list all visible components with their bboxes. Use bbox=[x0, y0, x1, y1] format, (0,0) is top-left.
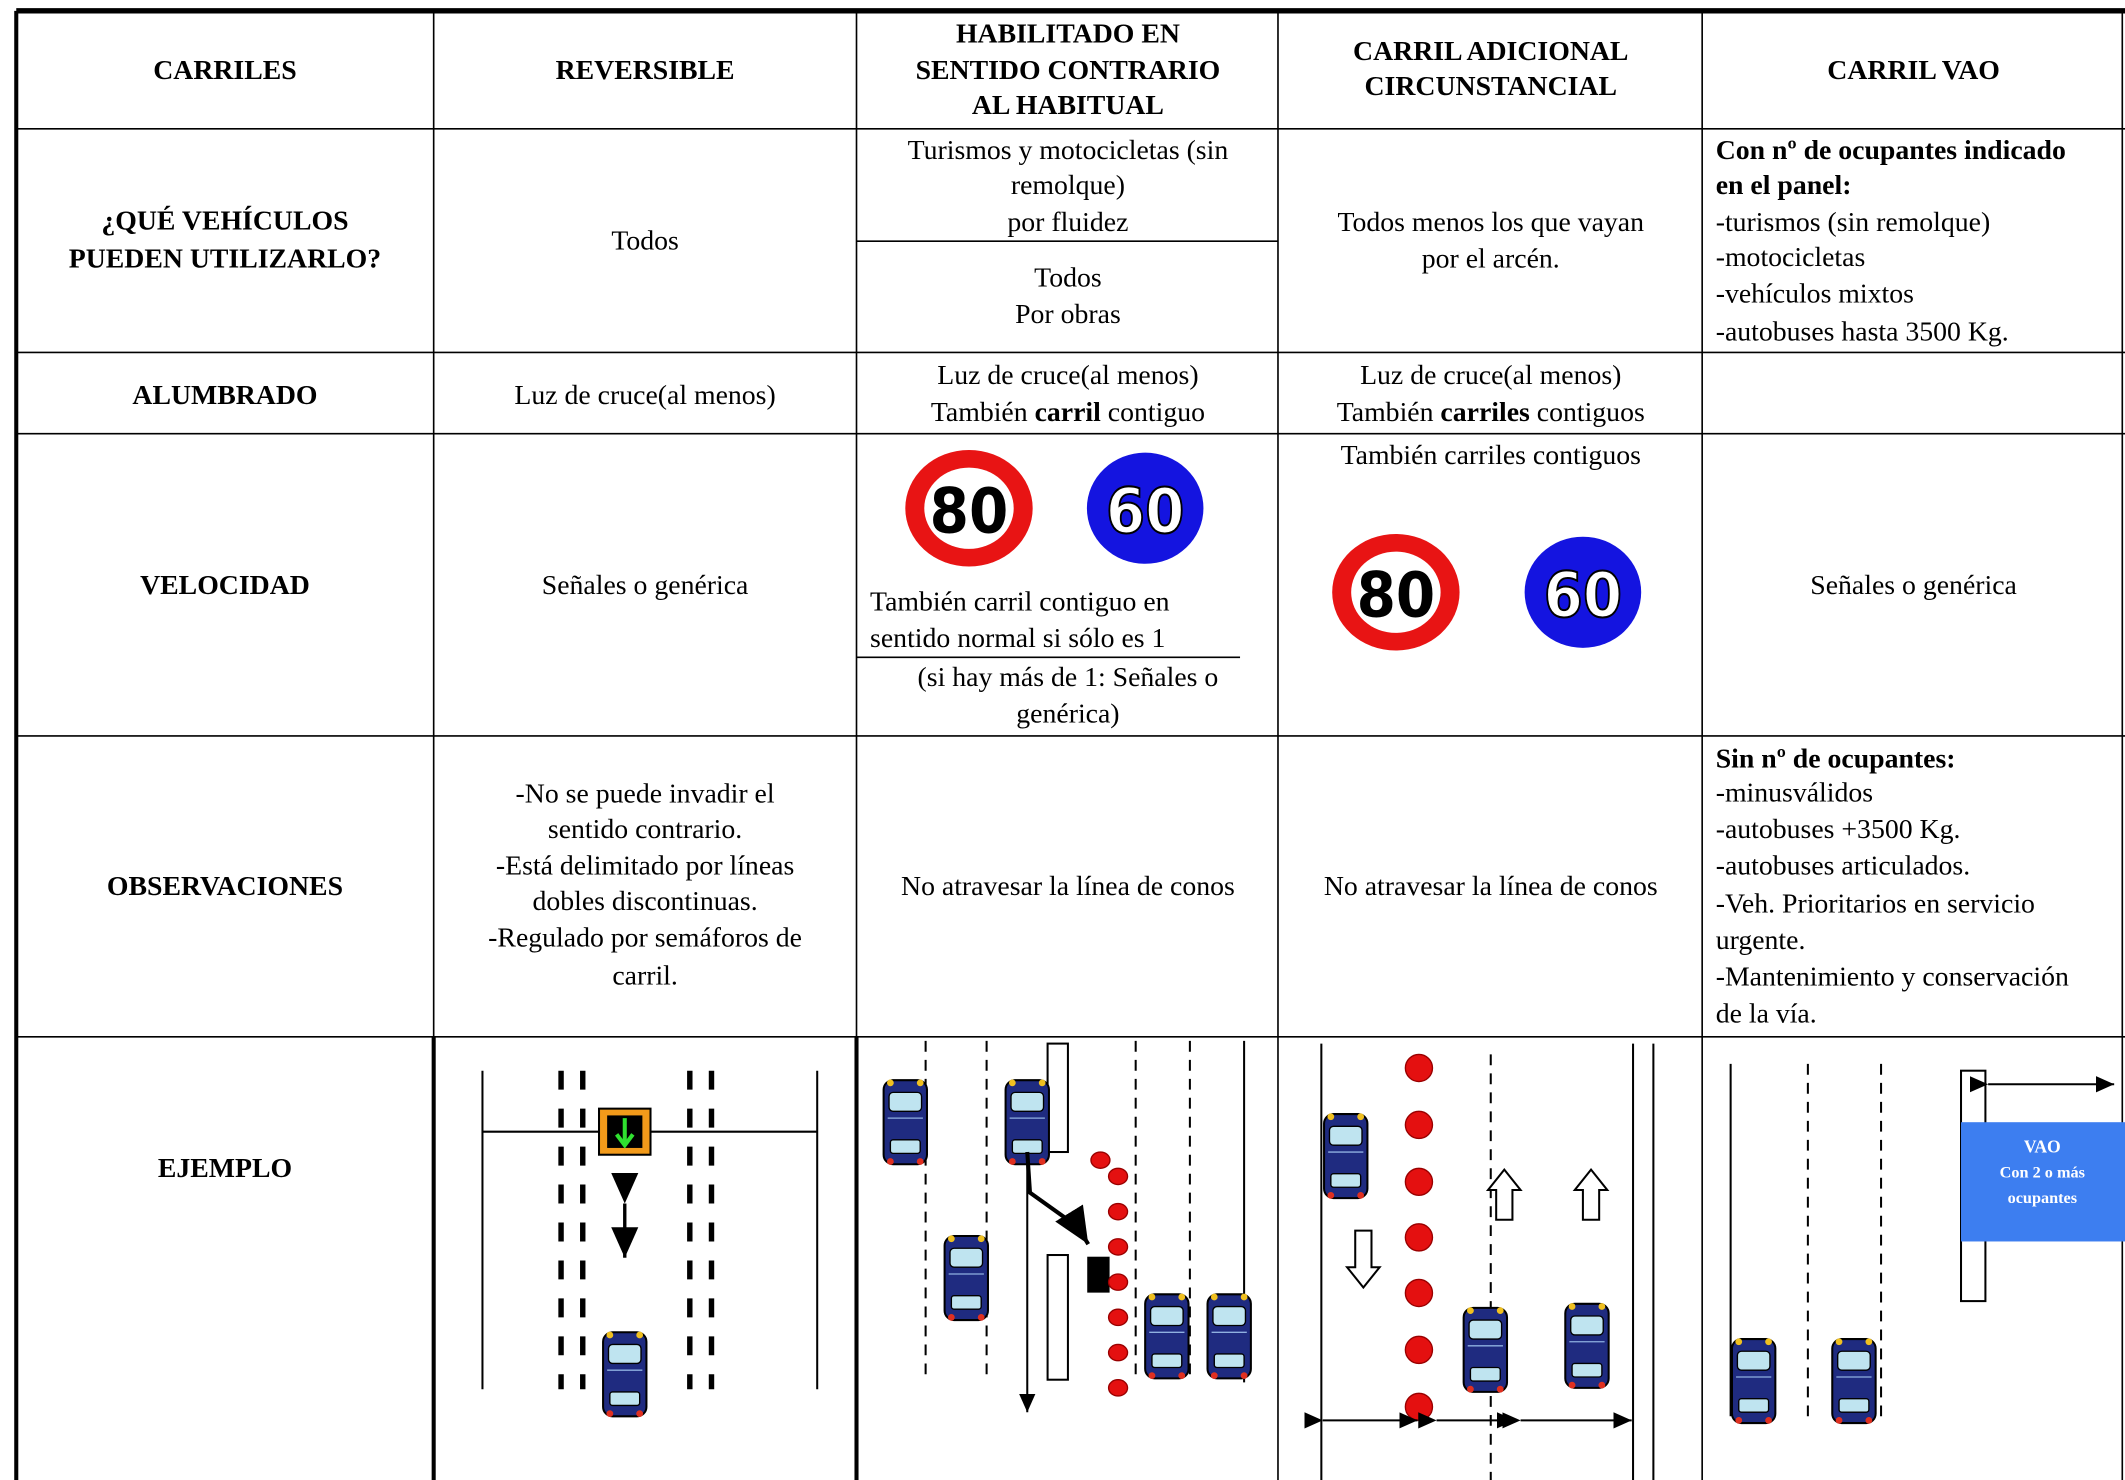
cell-text: Por obras bbox=[1015, 299, 1121, 330]
cell-text: Todos bbox=[1034, 262, 1101, 293]
cell-text: VAO bbox=[2024, 1137, 2061, 1157]
cell-text: remolque) bbox=[1011, 170, 1125, 201]
cell-text: CARRILES bbox=[153, 55, 296, 86]
cell-text: Turismos y motocicletas (sin bbox=[908, 135, 1229, 166]
cell-text: 80 bbox=[1357, 558, 1436, 631]
table-grid bbox=[14, 8, 2125, 1480]
text-part: contiguo bbox=[1101, 397, 1205, 428]
cell-text: Todos menos los que vayan bbox=[1337, 207, 1644, 238]
cell-text: -Veh. Prioritarios en servicio bbox=[1716, 888, 2035, 919]
cell-text: OBSERVACIONES bbox=[107, 871, 343, 902]
cell-text: VELOCIDAD bbox=[140, 570, 310, 601]
cell-text: ALUMBRADO bbox=[132, 380, 317, 411]
cell-text: Sin nº de ocupantes: bbox=[1716, 743, 1956, 774]
cell-text: carril. bbox=[612, 960, 678, 991]
cell-text: HABILITADO EN bbox=[956, 18, 1180, 49]
cell-text: Todos bbox=[611, 226, 678, 257]
text-part: contiguos bbox=[1530, 397, 1645, 428]
cell-text: Con 2 o más bbox=[2000, 1163, 2085, 1181]
cell-text: También carril contiguo en bbox=[870, 586, 1170, 617]
speed-sign-face bbox=[924, 467, 1014, 549]
cell-text: EJEMPLO bbox=[158, 1153, 292, 1184]
cell-text: También carriles contiguos bbox=[1337, 397, 1645, 428]
reversible-example bbox=[481, 1070, 819, 1418]
cell-text: CIRCUNSTANCIAL bbox=[1365, 71, 1617, 102]
text-part: También bbox=[931, 397, 1035, 428]
cell-text: No atravesar la línea de conos bbox=[1324, 871, 1658, 902]
speed-sign-face bbox=[1351, 551, 1441, 633]
cell-text: -Mantenimiento y conservación bbox=[1716, 962, 2069, 993]
cell-text: SENTIDO CONTRARIO bbox=[916, 55, 1221, 86]
habilitado-example bbox=[882, 1040, 1252, 1413]
cell-text: -autobuses hasta 3500 Kg. bbox=[1716, 317, 2009, 348]
cell-text: -vehículos mixtos bbox=[1716, 279, 1914, 310]
cell-text: -No se puede invadir el bbox=[516, 779, 775, 810]
cell-text: REVERSIBLE bbox=[556, 55, 735, 86]
cell-text: Señales o genérica bbox=[1810, 570, 2017, 601]
cell-text: 80 bbox=[930, 474, 1009, 547]
cell-text: de la vía. bbox=[1716, 998, 1817, 1029]
cell-text: Luz de cruce(al menos) bbox=[1360, 360, 1621, 391]
cell-text: sentido contrario. bbox=[548, 814, 742, 845]
text-part: carril bbox=[1035, 397, 1102, 428]
speed-sign-face bbox=[1524, 536, 1642, 648]
cell-text: CARRIL VAO bbox=[1827, 55, 2000, 86]
cell-text: Señales o genérica bbox=[542, 570, 749, 601]
cell-text: -Regulado por semáforos de bbox=[488, 922, 802, 953]
cell-text: urgente. bbox=[1716, 925, 1806, 956]
cell-text: -minusválidos bbox=[1716, 777, 1873, 808]
cell-text: Con nº de ocupantes indicado bbox=[1716, 135, 2066, 166]
cell-text: Luz de cruce(al menos) bbox=[514, 380, 775, 411]
cell-text: por el arcén. bbox=[1422, 243, 1560, 274]
cell-text: No atravesar la línea de conos bbox=[901, 871, 1235, 902]
cell-text: dobles discontinuas. bbox=[532, 886, 757, 917]
cell-text: -turismos (sin remolque) bbox=[1716, 207, 1991, 238]
vao-example bbox=[1729, 1063, 2125, 1425]
cell-text: -autobuses articulados. bbox=[1716, 851, 1970, 882]
cell-text: También carril contiguo bbox=[931, 397, 1205, 428]
cell-text: genérica) bbox=[1016, 699, 1119, 730]
cell-text: -autobuses +3500 Kg. bbox=[1716, 814, 1961, 845]
text-part: También bbox=[1337, 397, 1441, 428]
speed-sign-face bbox=[1086, 452, 1204, 564]
cell-text: 60 bbox=[1544, 558, 1623, 631]
cell-text: -Está delimitado por líneas bbox=[496, 851, 794, 882]
cell-text: AL HABITUAL bbox=[972, 90, 1164, 121]
cell-text: (si hay más de 1: Señales o bbox=[918, 662, 1219, 693]
cell-text: Luz de cruce(al menos) bbox=[937, 360, 1198, 391]
cell-text: ocupantes bbox=[2008, 1189, 2078, 1207]
cell-text: ¿QUÉ VEHÍCULOS bbox=[101, 205, 348, 236]
cell-text: en el panel: bbox=[1716, 170, 1852, 201]
cell-text: PUEDEN UTILIZARLO? bbox=[69, 243, 381, 274]
cell-text: sentido normal si sólo es 1 bbox=[870, 623, 1165, 654]
cell-text: También carriles contiguos bbox=[1341, 440, 1641, 471]
adicional-example bbox=[1304, 1043, 1655, 1480]
cell-text: -motocicletas bbox=[1716, 242, 1866, 273]
cell-text: CARRIL ADICIONAL bbox=[1353, 36, 1628, 67]
cell-text: 60 bbox=[1106, 474, 1185, 547]
text-part: carriles bbox=[1440, 397, 1530, 428]
cell-text: por fluidez bbox=[1007, 207, 1128, 238]
